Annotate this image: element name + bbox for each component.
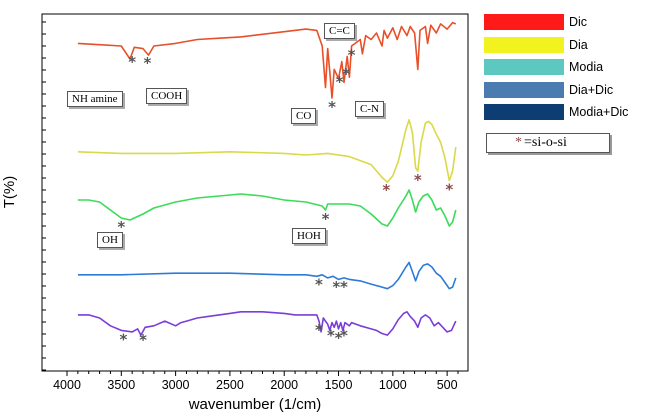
peak-marker: * — [445, 181, 453, 199]
x-tick-label: 3500 — [107, 378, 135, 392]
legend-label-modia-dic: Modia+Dic — [569, 105, 629, 119]
annotation-oh: OH — [97, 232, 123, 248]
peak-markers: * ********* ** * ** ** * ** — [117, 46, 453, 349]
legend-swatch-dia-dic — [484, 82, 564, 98]
peak-marker: * — [328, 98, 336, 116]
series-line-modia-dic — [77, 311, 457, 336]
legend-item-dia-dic: Dia+Dic — [484, 81, 648, 99]
legend-swatch-dic — [484, 14, 564, 30]
x-tick-label: 1000 — [379, 378, 407, 392]
legend-item-modia: Modia — [484, 58, 648, 76]
peak-marker: * — [139, 331, 147, 349]
series-line-dic — [77, 21, 457, 99]
peak-marker: * — [322, 210, 330, 228]
peak-marker: * — [336, 73, 344, 91]
peak-marker: * — [128, 53, 136, 71]
spectra-lines — [77, 21, 457, 336]
peak-marker: * — [335, 329, 343, 347]
si-o-si-legend: * =si-o-si — [486, 133, 610, 153]
annotation-cooh: COOH — [146, 88, 188, 104]
peak-marker: * — [315, 321, 323, 339]
plot-frame — [41, 13, 469, 372]
peak-marker: * — [342, 65, 350, 83]
annotation-co: CO — [291, 108, 317, 124]
y-axis-ticks — [42, 21, 46, 371]
legend-label-dia: Dia — [569, 38, 588, 52]
peak-marker: * — [143, 54, 151, 72]
y-axis-label: T(%) — [1, 176, 18, 209]
peak-marker: * — [117, 218, 125, 236]
si-o-si-marker: * — [515, 135, 522, 150]
x-tick-label: 2000 — [270, 378, 298, 392]
x-tick-label: 500 — [437, 378, 458, 392]
legend-label-dia-dic: Dia+Dic — [569, 83, 614, 97]
x-tick-label: 3000 — [162, 378, 190, 392]
annotation-c-double-c: C=C — [324, 23, 355, 39]
si-o-si-label: =si-o-si — [524, 135, 567, 150]
legend-item-dia: Dia — [484, 36, 648, 54]
legend-item-modia-dic: Modia+Dic — [484, 103, 648, 121]
x-tick-label: 2500 — [216, 378, 244, 392]
peak-marker: * — [414, 171, 422, 189]
peak-marker: * — [332, 278, 340, 296]
legend-swatch-modia-dic — [484, 104, 564, 120]
peak-marker: * — [348, 46, 356, 64]
peak-marker: * — [382, 181, 390, 199]
series-line-dia — [77, 119, 457, 183]
x-axis-ticks: 4000 3500 3000 2500 2000 1500 1000 500 — [53, 371, 459, 392]
legend-swatch-dia — [484, 37, 564, 53]
legend-label-modia: Modia — [569, 60, 604, 74]
peak-marker: * — [120, 331, 128, 349]
legend-label-dic: Dic — [569, 15, 588, 29]
peak-marker: * — [340, 327, 348, 345]
peak-marker: * — [327, 327, 335, 345]
series-line-dia-dic — [77, 261, 457, 290]
peak-marker: * — [315, 276, 323, 294]
peak-marker: * — [340, 278, 348, 296]
legend-item-dic: Dic — [484, 13, 648, 31]
x-axis-label: wavenumber (1/cm) — [188, 396, 322, 413]
x-tick-label: 4000 — [53, 378, 81, 392]
series-line-modia — [77, 189, 457, 227]
x-tick-label: 1500 — [325, 378, 353, 392]
annotation-c-n: C-N — [355, 101, 384, 117]
legend-swatch-modia — [484, 59, 564, 75]
annotation-nh-amine: NH amine — [67, 91, 123, 107]
annotation-hoh: HOH — [292, 228, 326, 244]
